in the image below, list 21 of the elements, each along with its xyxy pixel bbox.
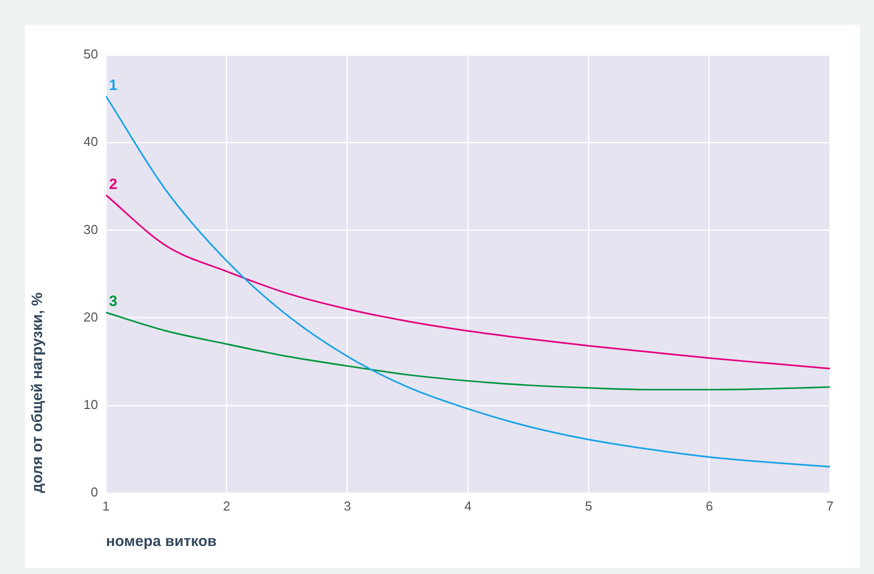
- y-tick-label: 50: [84, 46, 98, 62]
- y-tick-label: 20: [84, 309, 98, 324]
- x-tick-label: 7: [826, 498, 834, 514]
- series-label: 3: [109, 293, 118, 310]
- x-tick-label: 5: [585, 498, 592, 514]
- line-series: [106, 95, 830, 468]
- x-tick-label: 6: [706, 498, 713, 514]
- x-tick-label: 1: [102, 498, 110, 514]
- y-tick-label: 0: [90, 484, 98, 500]
- x-axis-title: номера витков: [106, 533, 217, 550]
- x-tick-label: 2: [223, 498, 230, 514]
- x-tick-label: 4: [464, 498, 472, 514]
- line-series: [106, 194, 830, 370]
- line-series: [106, 312, 830, 390]
- series-label: 2: [109, 176, 118, 193]
- y-tick-label: 30: [84, 222, 98, 237]
- x-tick-label: 3: [344, 498, 351, 514]
- y-tick-label: 10: [84, 396, 98, 412]
- y-tick-label: 40: [84, 134, 98, 150]
- y-axis-title: доля от общей нагрузки, %: [29, 292, 46, 493]
- series-label: 1: [109, 76, 118, 94]
